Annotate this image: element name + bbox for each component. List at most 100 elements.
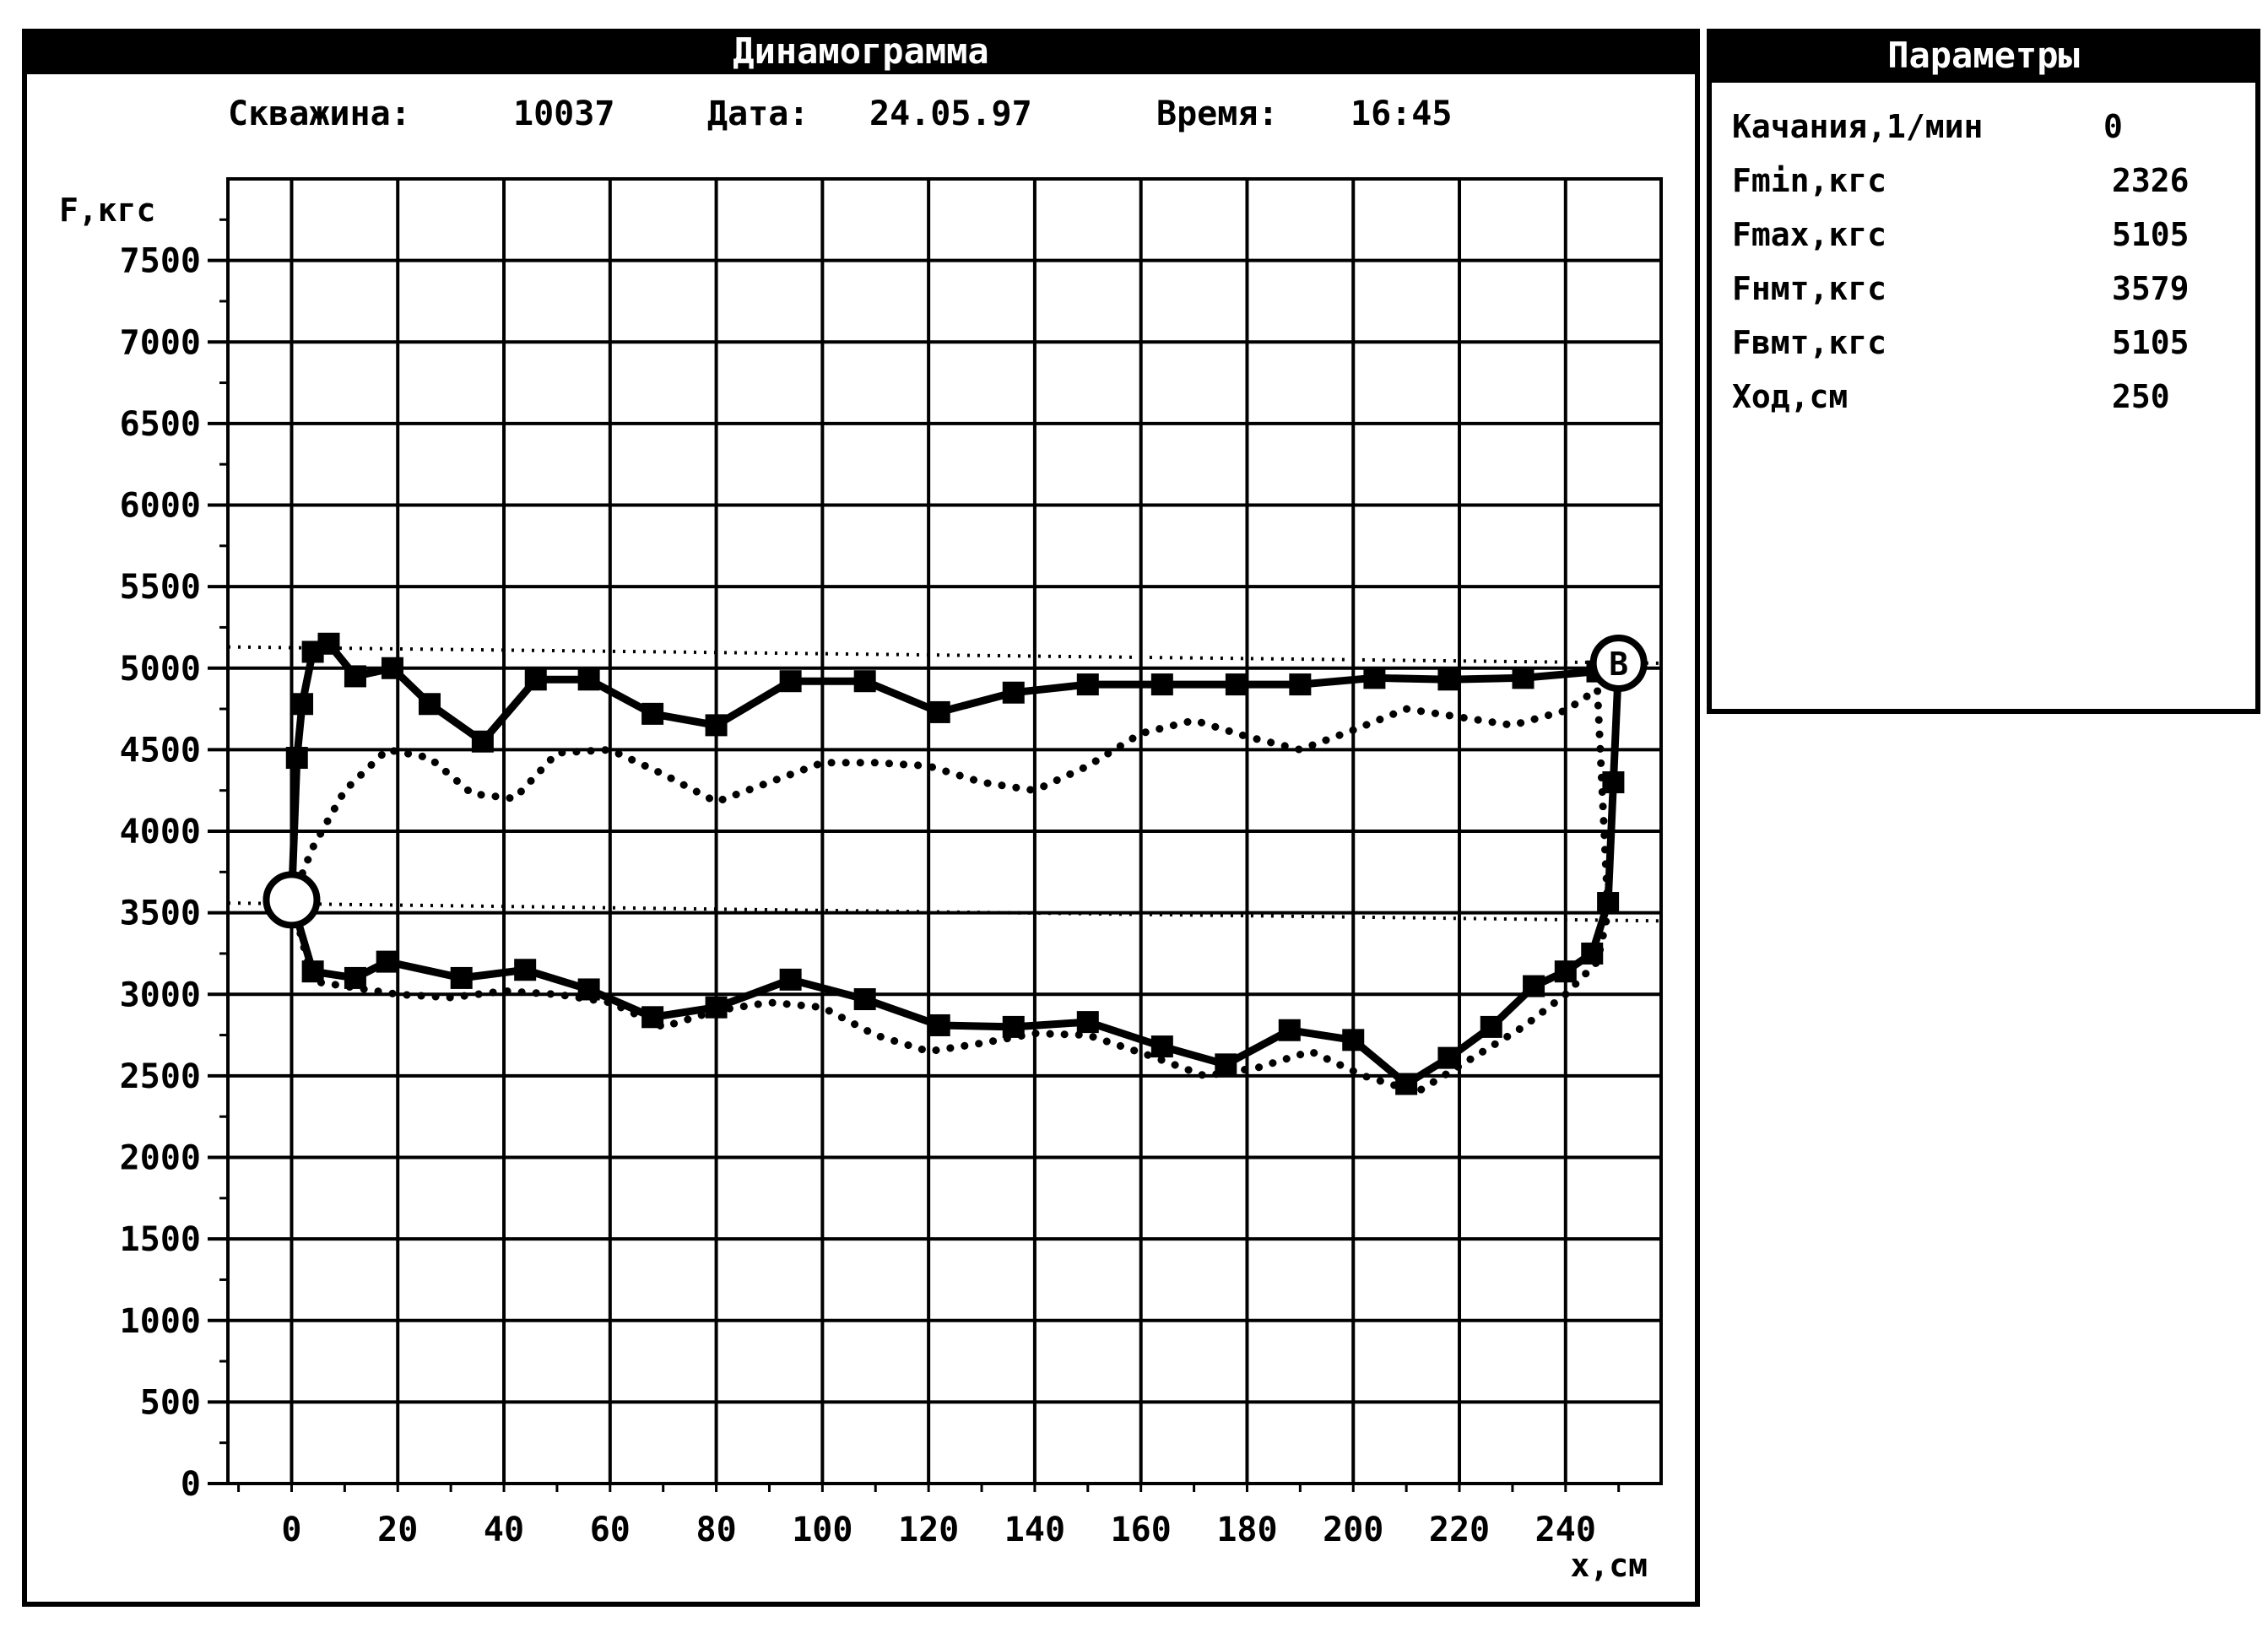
y-tick-label: 500 [140, 1383, 201, 1422]
param-label: Fвмт,кгс [1732, 324, 1887, 361]
x-tick-label: 140 [1004, 1511, 1065, 1549]
data-point [285, 747, 308, 770]
param-label: Fmax,кгс [1732, 216, 1887, 253]
data-point [641, 702, 664, 725]
data-point [450, 966, 473, 989]
data-point [514, 959, 537, 981]
data-point [471, 730, 494, 753]
x-tick-label: 240 [1535, 1511, 1596, 1549]
x-tick-label: 60 [590, 1511, 631, 1549]
data-point [1150, 1035, 1173, 1058]
data-point [317, 632, 340, 655]
param-row-strokes: Качания,1/мин 0 [1732, 108, 2238, 159]
params-title-bar: Параметры [1707, 29, 2260, 83]
y-tick-label: 6500 [120, 405, 201, 444]
param-label: Fнмт,кгс [1732, 270, 1887, 307]
data-point [381, 657, 403, 679]
param-label: Fmin,кгс [1732, 162, 1887, 199]
data-point [524, 668, 547, 691]
dynamogram-panel [22, 29, 1700, 1607]
x-tick-label: 180 [1216, 1511, 1277, 1549]
dead-point-label: В [1609, 646, 1628, 683]
data-point [853, 670, 876, 693]
param-value: 3579 [2112, 270, 2190, 307]
data-point [1076, 673, 1099, 696]
data-point [1150, 673, 1173, 696]
param-row-fvmt: Fвмт,кгс 5105 [1732, 324, 2238, 375]
calculated-dynamogram-line [288, 682, 1612, 1097]
data-point [1512, 667, 1535, 689]
x-tick-label: 20 [377, 1511, 418, 1549]
data-point [779, 968, 802, 991]
data-point [1076, 1011, 1099, 1034]
x-tick-label: 0 [281, 1511, 301, 1549]
data-point [291, 693, 314, 716]
param-row-stroke-length: Ход,см 250 [1732, 378, 2238, 429]
data-point [1289, 673, 1312, 696]
y-tick-label: 7500 [120, 242, 201, 281]
x-tick-label: 220 [1429, 1511, 1490, 1549]
data-point [418, 693, 441, 716]
y-tick-label: 1500 [120, 1220, 201, 1259]
x-tick-label: 200 [1323, 1511, 1383, 1549]
data-point [928, 1013, 950, 1036]
data-point [1002, 681, 1025, 704]
data-point [1278, 1019, 1301, 1041]
y-tick-label: 5000 [120, 650, 201, 689]
x-axis-label: x,см [1570, 1547, 1648, 1584]
y-axis-label: F,кгс [59, 192, 155, 229]
data-point [853, 988, 876, 1011]
data-point [1363, 667, 1386, 689]
data-point [705, 714, 728, 737]
data-point [928, 700, 950, 723]
param-row-fmax: Fmax,кгс 5105 [1732, 216, 2238, 267]
param-label: Ход,см [1732, 378, 1849, 415]
param-value: 5105 [2112, 216, 2190, 253]
x-tick-label: 160 [1111, 1511, 1172, 1549]
y-tick-label: 1000 [120, 1302, 201, 1341]
param-label: Качания,1/мин [1732, 108, 1984, 145]
reference-line [227, 645, 1662, 665]
y-tick-label: 0 [181, 1465, 201, 1504]
data-point [1523, 975, 1545, 997]
y-tick-label: 6000 [120, 487, 201, 526]
data-point [1225, 673, 1248, 696]
data-point [344, 665, 366, 688]
measured-dynamogram-line [288, 640, 1623, 1088]
data-point [1554, 960, 1577, 983]
y-tick-label: 3500 [120, 895, 201, 933]
date-value: 24.05.97 [869, 95, 1032, 133]
y-tick-label: 5500 [120, 568, 201, 607]
dead-point-marker [263, 871, 321, 929]
data-point [1602, 771, 1625, 794]
x-tick-label: 40 [484, 1511, 524, 1549]
data-point [577, 668, 600, 691]
time-value: 16:45 [1351, 95, 1453, 133]
time-label: Время: [1156, 95, 1279, 133]
y-tick-label: 7000 [120, 323, 201, 362]
data-point [779, 670, 802, 693]
data-point [1480, 1015, 1502, 1038]
y-tick-label: 4500 [120, 731, 201, 770]
chart-title-bar: Динамограмма [22, 29, 1700, 74]
data-point [376, 950, 398, 973]
dead-point-marker [1589, 634, 1648, 692]
param-value: 2326 [2112, 162, 2190, 199]
x-tick-label: 100 [792, 1511, 853, 1549]
x-tick-label: 120 [898, 1511, 959, 1549]
well-value: 10037 [513, 95, 615, 133]
date-label: Дата: [707, 95, 809, 133]
param-value: 250 [2112, 378, 2170, 415]
x-tick-label: 80 [696, 1511, 736, 1549]
well-label: Скважина: [228, 95, 411, 133]
data-point [1342, 1029, 1365, 1051]
y-tick-label: 4000 [120, 813, 201, 851]
param-value: 0 [2103, 108, 2123, 145]
y-tick-label: 2500 [120, 1057, 201, 1096]
y-tick-label: 2000 [120, 1139, 201, 1178]
y-tick-label: 3000 [120, 976, 201, 1014]
data-point [1437, 668, 1460, 691]
param-row-fmin: Fmin,кгс 2326 [1732, 162, 2238, 213]
param-value: 5105 [2112, 324, 2190, 361]
